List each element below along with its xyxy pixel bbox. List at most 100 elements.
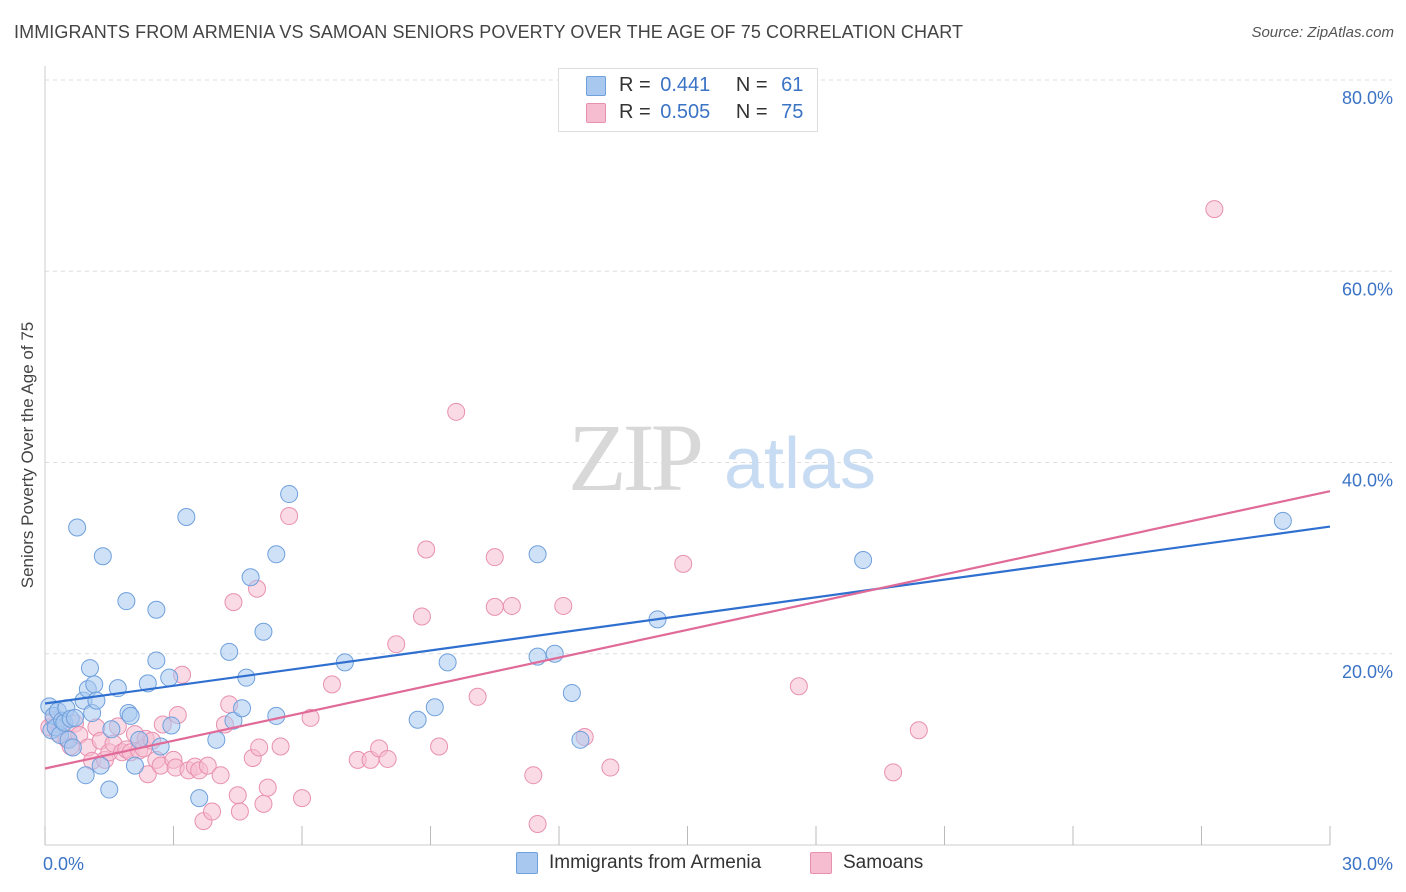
armenia-r-value: 0.441 [660, 74, 711, 96]
samoans-point [387, 635, 406, 654]
y-tick-label: 60.0% [1342, 279, 1393, 299]
chart-title: IMMIGRANTS FROM ARMENIA VS SAMOAN SENIOR… [14, 22, 964, 42]
armenia-point [254, 622, 273, 641]
tick-labels: 20.0% 40.0% 60.0% 80.0% 0.0% 30.0% [43, 88, 1393, 874]
samoans-swatch [586, 103, 606, 123]
legend-armenia-label: Immigrants from Armenia [549, 852, 762, 873]
armenia-point [102, 720, 121, 739]
armenia-point [177, 508, 196, 527]
legend: Immigrants from Armenia Samoans [0, 852, 1406, 878]
samoans-point [230, 802, 249, 821]
armenia-trend-line [44, 525, 1331, 705]
samoans-point [789, 677, 808, 696]
armenia-point [267, 706, 286, 725]
samoans-trend-line [44, 490, 1331, 770]
samoans-point [468, 687, 487, 706]
armenia-point [91, 756, 110, 775]
watermark-zip: ZIP [568, 404, 701, 511]
samoans-n-value: 75 [781, 101, 804, 123]
y-tick-label: 40.0% [1342, 471, 1393, 491]
armenia-point [854, 551, 873, 570]
armenia-point [80, 659, 99, 678]
armenia-n-label: N = [735, 74, 768, 96]
samoans-point [258, 778, 277, 797]
armenia-point [76, 766, 95, 785]
samoans-point [485, 548, 504, 567]
samoans-point [430, 737, 449, 756]
watermark: ZIP atlas [568, 404, 876, 511]
armenia-point [151, 737, 170, 756]
samoans-point [293, 789, 311, 808]
source-label: Source: ZipAtlas.com [1251, 24, 1394, 41]
armenia-point [147, 651, 166, 670]
samoans-n-label: N = [735, 101, 768, 123]
gridlines [45, 79, 1392, 655]
y-axis-label: Seniors Poverty Over the Age of 75 [18, 321, 37, 589]
stats-box: R = 0.441 N = 61 R = 0.505 N = 75 [558, 68, 818, 132]
armenia-point [1273, 511, 1292, 530]
armenia-point [233, 699, 252, 718]
armenia-point [63, 738, 82, 757]
samoans-point [447, 402, 466, 421]
legend-item-armenia[interactable]: Immigrants from Armenia [516, 852, 761, 874]
samoans-point [322, 675, 341, 694]
samoans-point [138, 765, 157, 784]
armenia-point [121, 706, 140, 725]
samoans-point [909, 721, 928, 740]
samoans-point [280, 507, 299, 526]
y-tick-label: 20.0% [1342, 662, 1393, 682]
armenia-point [190, 789, 209, 808]
legend-armenia-swatch [516, 852, 538, 874]
armenia-point [528, 545, 547, 564]
samoans-point [224, 593, 243, 612]
samoans-point [203, 802, 222, 821]
armenia-point [125, 756, 144, 775]
y-tick-label: 80.0% [1342, 88, 1393, 108]
samoans-point [228, 786, 247, 805]
samoans-point [524, 766, 543, 785]
armenia-points [40, 485, 1292, 808]
armenia-point [280, 485, 299, 504]
samoans-point [554, 596, 573, 615]
samoans-r-value: 0.505 [660, 101, 711, 123]
samoans-point [211, 766, 230, 785]
samoans-point [417, 540, 436, 559]
legend-samoans-swatch [810, 852, 832, 874]
samoans-point [301, 708, 320, 727]
samoans-point [271, 737, 290, 756]
armenia-r-label: R = [619, 74, 651, 96]
samoans-points [40, 200, 1224, 833]
armenia-point [267, 545, 286, 564]
armenia-swatch [586, 76, 606, 96]
armenia-point [68, 518, 87, 537]
armenia-point [425, 698, 444, 717]
watermark-atlas: atlas [724, 424, 876, 504]
armenia-point [162, 716, 181, 735]
x-tick-label-max: 30.0% [1342, 854, 1393, 874]
samoans-point [502, 596, 521, 615]
samoans-point [198, 756, 217, 775]
armenia-point [408, 710, 427, 729]
legend-samoans-label: Samoans [843, 852, 924, 873]
armenia-point [160, 668, 179, 687]
armenia-point [85, 675, 104, 694]
armenia-n-value: 61 [781, 74, 804, 96]
armenia-point [65, 708, 84, 727]
x-tick-label-min: 0.0% [43, 854, 84, 874]
axes [44, 66, 1331, 846]
armenia-point [147, 600, 166, 619]
samoans-point [674, 554, 693, 573]
samoans-point [254, 794, 273, 813]
armenia-point [220, 642, 239, 661]
samoans-point [250, 738, 269, 757]
trend-lines [44, 490, 1331, 770]
samoans-point [528, 814, 547, 833]
samoans-r-label: R = [619, 101, 651, 123]
legend-item-samoans[interactable]: Samoans [810, 852, 923, 874]
armenia-point [93, 547, 112, 566]
samoans-point [1205, 200, 1224, 219]
samoans-point [601, 758, 620, 777]
armenia-point [562, 683, 581, 702]
armenia-point [117, 592, 136, 611]
